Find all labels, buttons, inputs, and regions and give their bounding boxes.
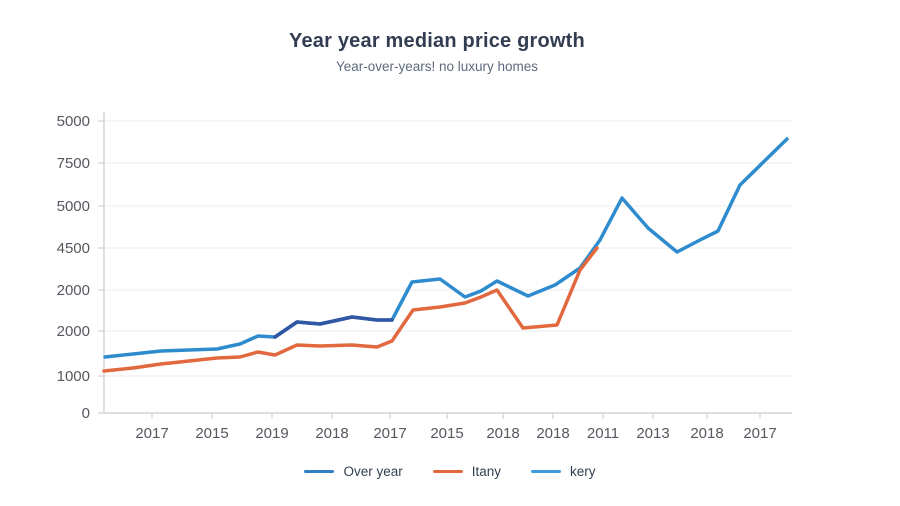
legend-label: Over year — [343, 464, 403, 479]
legend-label: Itany — [471, 464, 502, 479]
x-tick-label: 2017 — [743, 425, 776, 442]
y-tick-label: 7500 — [57, 155, 90, 172]
x-tick-label: 2018 — [486, 425, 519, 442]
x-tick-label: 2018 — [690, 425, 723, 442]
legend-label: kery — [570, 464, 596, 479]
x-tick-label: 2018 — [315, 425, 348, 442]
series-line-kery — [103, 137, 789, 359]
y-tick-label: 0 — [82, 405, 90, 422]
legend-item-kery[interactable]: kery — [531, 464, 596, 479]
x-tick-label: 2017 — [135, 425, 168, 442]
legend-item-itany[interactable]: Itany — [432, 464, 502, 479]
series-line-itany — [102, 246, 599, 373]
legend-swatch — [531, 469, 562, 474]
x-tick-label: 2015 — [195, 425, 228, 442]
x-tick-label: 2017 — [373, 425, 406, 442]
legend-item-over-year[interactable]: Over year — [304, 464, 403, 479]
y-tick-label: 2000 — [57, 282, 90, 299]
y-tick-label: 2000 — [57, 323, 90, 340]
chart-legend: Over year Itany kery — [0, 464, 900, 479]
x-tick-label: 2011 — [587, 425, 619, 442]
x-tick-label: 2013 — [636, 425, 669, 442]
legend-swatch — [432, 469, 463, 474]
x-tick-label: 2015 — [430, 425, 463, 442]
y-tick-label: 5000 — [57, 113, 90, 130]
legend-swatch — [304, 469, 335, 474]
x-tick-label: 2019 — [255, 425, 288, 442]
x-tick-label: 2018 — [536, 425, 569, 442]
y-tick-label: 4500 — [57, 240, 90, 257]
y-tick-label: 1000 — [57, 368, 90, 385]
series-line-over-year — [273, 315, 394, 339]
y-tick-label: 5000 — [57, 198, 90, 215]
